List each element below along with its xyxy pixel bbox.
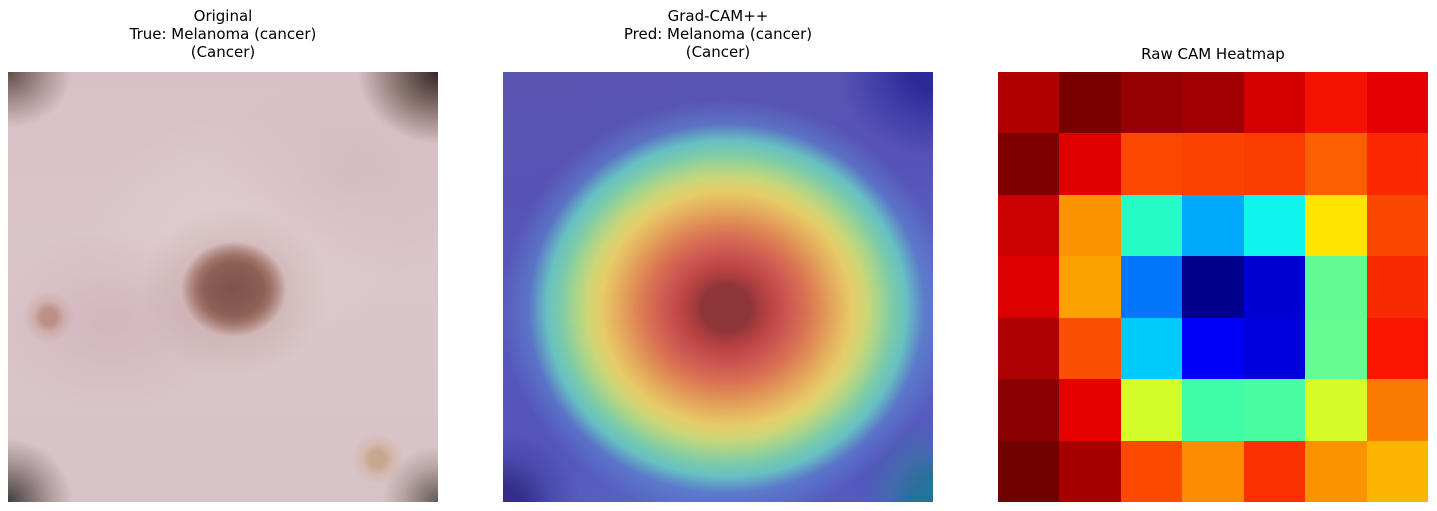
heatmap-cell-r4c1 <box>998 256 1060 318</box>
heatmap-cell-r1c4 <box>1182 72 1244 134</box>
raw-cam-panel-title: Raw CAM Heatmap <box>998 45 1428 63</box>
heatmap-cell-r1c2 <box>1059 72 1121 134</box>
heatmap-cell-r4c4 <box>1182 256 1244 318</box>
heatmap-cell-r1c3 <box>1120 72 1183 134</box>
heatmap-cell-r2c1 <box>998 133 1060 195</box>
heatmap-cell-r5c2 <box>1059 317 1121 380</box>
heatmap-cell-r3c3 <box>1120 194 1183 257</box>
raw-cam-heatmap-grid <box>998 72 1428 502</box>
heatmap-cell-r6c4 <box>1182 379 1244 441</box>
heatmap-cell-r3c6 <box>1305 194 1367 257</box>
heatmap-cell-r1c7 <box>1366 72 1428 134</box>
heatmap-cell-r3c4 <box>1182 194 1244 257</box>
heatmap-cell-r7c5 <box>1243 440 1306 502</box>
heatmap-cell-r4c2 <box>1059 256 1121 318</box>
original-panel-title: Original True: Melanoma (cancer) (Cancer… <box>8 7 438 61</box>
gradcam-panel-title: Grad-CAM++ Pred: Melanoma (cancer) (Canc… <box>503 7 933 61</box>
heatmap-cell-r2c2 <box>1059 133 1121 195</box>
heatmap-cell-r2c7 <box>1366 133 1428 195</box>
heatmap-cell-r6c6 <box>1305 379 1367 441</box>
original-title-line-1: Original <box>193 7 253 25</box>
heatmap-cell-r4c7 <box>1366 256 1428 318</box>
gradcam-title-line-1: Grad-CAM++ <box>667 7 769 25</box>
heatmap-cell-r5c4 <box>1182 317 1244 380</box>
heatmap-cell-r7c1 <box>998 440 1060 502</box>
heatmap-cell-r6c5 <box>1243 379 1306 441</box>
heatmap-cell-r7c7 <box>1366 440 1428 502</box>
heatmap-cell-r3c7 <box>1366 194 1428 257</box>
heatmap-cell-r4c3 <box>1120 256 1183 318</box>
heatmap-cell-r7c6 <box>1305 440 1367 502</box>
original-lesion-image <box>8 72 438 502</box>
heatmap-cell-r2c4 <box>1182 133 1244 195</box>
heatmap-cell-r6c7 <box>1366 379 1428 441</box>
heatmap-cell-r2c5 <box>1243 133 1306 195</box>
heatmap-cell-r1c5 <box>1243 72 1306 134</box>
gradcam-title-line-3: (Cancer) <box>685 43 751 61</box>
gradcam-title-line-2: Pred: Melanoma (cancer) <box>623 25 813 43</box>
heatmap-cell-r1c6 <box>1305 72 1367 134</box>
original-title-line-3: (Cancer) <box>190 43 256 61</box>
raw-cam-title-line-1: Raw CAM Heatmap <box>1141 45 1285 63</box>
heatmap-cell-r5c3 <box>1120 317 1183 380</box>
gradcam-overlay-image <box>503 72 933 502</box>
heatmap-cell-r3c1 <box>998 194 1060 257</box>
heatmap-cell-r1c1 <box>998 72 1060 134</box>
heatmap-cell-r7c2 <box>1059 440 1121 502</box>
heatmap-cell-r4c6 <box>1305 256 1367 318</box>
heatmap-cell-r6c2 <box>1059 379 1121 441</box>
heatmap-cell-r2c3 <box>1120 133 1183 195</box>
heatmap-cell-r6c1 <box>998 379 1060 441</box>
heatmap-cell-r5c7 <box>1366 317 1428 380</box>
heatmap-cell-r5c5 <box>1243 317 1306 380</box>
heatmap-cell-r6c3 <box>1120 379 1183 441</box>
heatmap-cell-r7c4 <box>1182 440 1244 502</box>
heatmap-cell-r5c1 <box>998 317 1060 380</box>
heatmap-cell-r7c3 <box>1120 440 1183 502</box>
original-title-line-2: True: Melanoma (cancer) <box>129 25 317 43</box>
heatmap-cell-r3c2 <box>1059 194 1121 257</box>
heatmap-cell-r5c6 <box>1305 317 1367 380</box>
heatmap-cell-r3c5 <box>1243 194 1306 257</box>
heatmap-cell-r4c5 <box>1243 256 1306 318</box>
heatmap-cell-r2c6 <box>1305 133 1367 195</box>
